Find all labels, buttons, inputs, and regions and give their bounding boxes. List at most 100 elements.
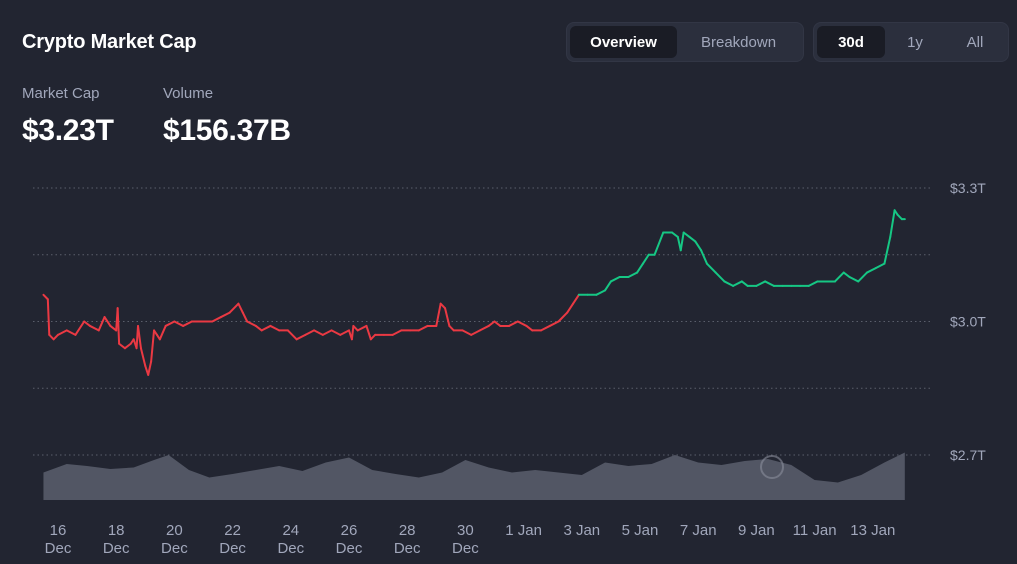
x-tick-label: 7 Jan [680, 522, 717, 539]
price-line-segment [857, 271, 868, 283]
price-line-segment [889, 209, 896, 238]
x-tick-label: Dec [452, 540, 479, 557]
price-line-segment [557, 311, 569, 323]
price-line-segment [883, 235, 892, 265]
price-line-segment [369, 333, 377, 341]
price-line-segment [548, 320, 560, 327]
x-tick-label: 5 Jan [622, 522, 659, 539]
price-line-segment [609, 276, 621, 283]
price-line-segment [604, 280, 612, 292]
price-line-segment [158, 324, 167, 341]
price-line-segment [164, 320, 176, 327]
price-line-segment [356, 324, 368, 332]
price-line-segment [150, 329, 156, 363]
price-line-segment [740, 280, 749, 287]
price-line-segment [52, 333, 59, 341]
x-tick-label: 3 Jan [563, 522, 600, 539]
price-line-segment [755, 280, 767, 287]
price-line-segment [350, 324, 355, 341]
market-cap-label: Market Cap [22, 85, 100, 102]
price-line-segment [641, 253, 650, 265]
range-toggle: 30d 1y All [813, 22, 1009, 62]
price-line-segment [286, 329, 298, 341]
y-tick-label: $2.7T [950, 447, 986, 463]
price-line-segment [48, 333, 55, 341]
price-line-segment [865, 267, 877, 274]
price-line-segment [219, 311, 231, 319]
page-title: Crypto Market Cap [22, 31, 197, 53]
x-tick-label: 20 [166, 522, 183, 539]
price-line-segment [732, 280, 743, 287]
price-line-segment [139, 347, 147, 367]
price-line-segment [566, 302, 575, 314]
price-line-segment [679, 231, 685, 252]
price-line-segment [448, 324, 455, 332]
price-line-segment [254, 324, 263, 332]
y-tick-label: $3.0T [950, 314, 986, 330]
price-line-segment [116, 307, 121, 345]
tab-30d[interactable]: 30d [817, 26, 885, 58]
price-line-segment [848, 276, 860, 283]
price-line-segment [237, 302, 244, 314]
price-line-segment [246, 320, 257, 327]
price-line-segment [470, 329, 481, 336]
price-line-segment [417, 324, 429, 332]
price-line-segment [439, 302, 447, 310]
x-tick-label: Dec [336, 540, 363, 557]
price-line-segment [173, 320, 185, 327]
x-tick-label: Dec [45, 540, 72, 557]
x-tick-label: 30 [457, 522, 474, 539]
price-line-segment [671, 231, 679, 238]
price-line-segment [365, 324, 372, 341]
price-line-segment [874, 262, 886, 270]
price-line-segment [352, 324, 359, 332]
price-line-segment [147, 360, 153, 376]
price-line-segment [313, 329, 324, 336]
coinmarketcap-logo-icon [760, 455, 784, 479]
x-tick-label: Dec [394, 540, 421, 557]
price-line-segment [182, 320, 193, 327]
price-line-segment [694, 240, 703, 252]
price-line-segment [304, 329, 316, 336]
price-line-segment [636, 262, 644, 274]
price-line-segment [42, 293, 49, 301]
tab-1y[interactable]: 1y [907, 33, 923, 51]
tab-breakdown[interactable]: Breakdown [701, 33, 777, 51]
price-line-segment [211, 316, 222, 323]
price-line-segment [57, 329, 68, 336]
price-line-segment [260, 324, 272, 332]
x-tick-label: 11 Jan [793, 522, 837, 539]
market-cap-value: $3.23T [22, 114, 114, 147]
tab-overview[interactable]: Overview [570, 26, 678, 58]
volume-area [43, 452, 905, 500]
x-tick-label: 28 [399, 522, 416, 539]
price-line-segment [540, 324, 551, 332]
price-line-segment [97, 316, 106, 332]
price-line-segment [109, 324, 118, 332]
price-line-segment [516, 320, 528, 327]
price-line-segment [896, 213, 903, 221]
price-line-segment [118, 342, 126, 350]
price-line-segment [833, 271, 845, 283]
price-line-segment [487, 320, 496, 327]
x-tick-label: Dec [219, 540, 246, 557]
volume-label: Volume [163, 85, 214, 102]
price-line-segment [525, 324, 534, 332]
x-tick-label: 16 [50, 522, 67, 539]
x-tick-label: 26 [341, 522, 358, 539]
price-line-segment [807, 280, 819, 287]
price-line-segment [723, 280, 735, 287]
price-line-segment [241, 311, 249, 323]
price-line-segment [330, 329, 342, 336]
price-line-segment [682, 231, 691, 238]
price-line-segment [228, 302, 240, 314]
price-line-segment [572, 293, 580, 305]
x-tick-label: 1 Jan [505, 522, 542, 539]
price-line-segment [493, 320, 502, 327]
price-line-segment [123, 342, 132, 350]
x-tick-label: 24 [282, 522, 299, 539]
tab-all[interactable]: All [966, 33, 984, 51]
volume-value: $156.37B [163, 114, 291, 147]
price-line-segment [83, 320, 92, 327]
